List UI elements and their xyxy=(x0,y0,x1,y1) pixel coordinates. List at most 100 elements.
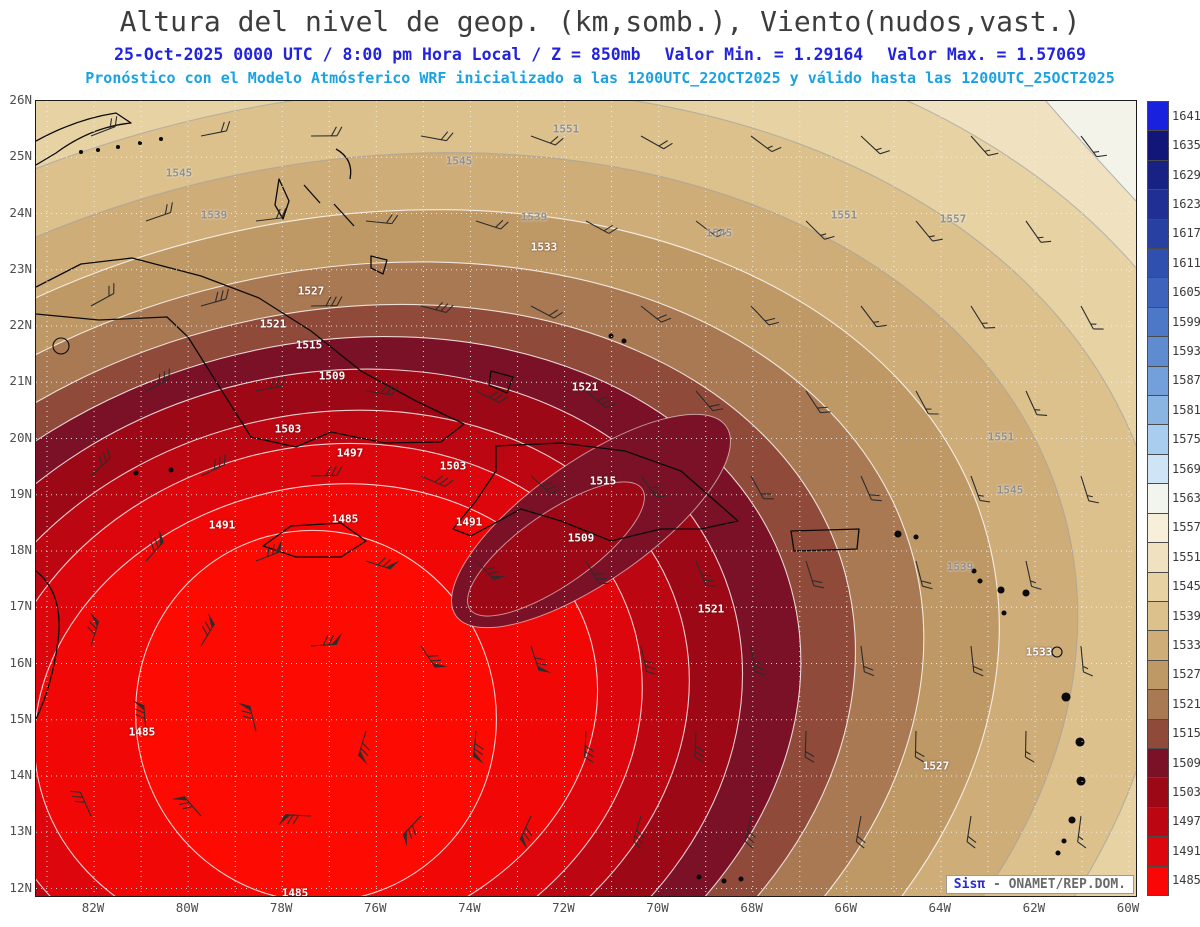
wind-barb xyxy=(1080,475,1099,504)
wind-barb xyxy=(1080,305,1104,330)
coastline-0 xyxy=(36,257,465,448)
wind-barb xyxy=(420,131,454,142)
colorbar-row: 1635 xyxy=(1147,130,1200,161)
coastline-7 xyxy=(333,203,355,227)
wind-barb xyxy=(358,730,370,765)
wind-barb xyxy=(310,126,343,137)
lon-tick-80W: 80W xyxy=(175,900,199,915)
wind-barb xyxy=(200,454,226,477)
colorbar-row: 1557 xyxy=(1147,512,1200,544)
wind-barb xyxy=(915,560,933,590)
colorbar-value: 1497 xyxy=(1172,814,1200,829)
lon-tick-66W: 66W xyxy=(834,900,857,915)
island-24 xyxy=(95,147,101,153)
lon-tick-78W: 78W xyxy=(269,900,293,915)
wind-barb xyxy=(475,219,509,230)
colorbar-row: 1641 xyxy=(1147,101,1200,132)
island-1 xyxy=(621,338,627,344)
lon-tick-60W: 60W xyxy=(1116,900,1140,915)
wind-barb xyxy=(744,815,756,849)
wind-barb xyxy=(365,384,399,396)
colorbar-row: 1545 xyxy=(1147,571,1200,602)
coastline-8 xyxy=(303,184,321,204)
wind-barb xyxy=(475,390,509,403)
colorbar-value: 1617 xyxy=(1172,226,1200,241)
trough-bulge-1 xyxy=(467,481,645,617)
lat-tick-14N: 14N xyxy=(9,767,32,782)
wind-barb xyxy=(530,475,561,494)
colorbar-swatch-1545 xyxy=(1147,571,1169,602)
colorbar-swatch-1563 xyxy=(1147,483,1169,514)
lat-tick-20N: 20N xyxy=(9,429,32,445)
colorbar-value: 1527 xyxy=(1172,667,1200,682)
wind-barb xyxy=(171,796,202,817)
lon-tick-64W: 64W xyxy=(928,900,952,915)
wind-barb xyxy=(970,305,996,329)
lon-tick-82W: 82W xyxy=(81,900,105,915)
wind-barb xyxy=(420,475,454,487)
wind-barb xyxy=(640,305,672,323)
colorbar-value: 1581 xyxy=(1172,402,1200,417)
wind-barb xyxy=(365,557,400,570)
colorbar-row: 1623 xyxy=(1147,189,1200,220)
coastline-2 xyxy=(452,442,739,542)
lat-tick-13N: 13N xyxy=(9,823,32,839)
colorbar-row: 1563 xyxy=(1147,483,1200,514)
colorbar-swatch-1587 xyxy=(1147,365,1169,397)
colorbar-value: 1605 xyxy=(1172,285,1200,300)
lat-tick-15N: 15N xyxy=(9,710,32,726)
colorbar-value: 1641 xyxy=(1172,108,1200,123)
wind-barb xyxy=(200,612,215,647)
colorbar-swatch-1599 xyxy=(1147,306,1169,338)
colorbar-row: 1503 xyxy=(1147,777,1200,808)
wind-barb xyxy=(90,116,118,137)
colorbar-swatch-1557 xyxy=(1147,512,1169,544)
lon-tick-62W: 62W xyxy=(1022,900,1046,915)
island-8 xyxy=(997,586,1005,594)
wind-barb xyxy=(90,448,111,477)
wind-barb xyxy=(90,283,115,307)
wind-barb xyxy=(583,730,595,763)
colorbar-swatch-1575 xyxy=(1147,424,1169,455)
island-7 xyxy=(977,578,983,584)
wind-barb xyxy=(473,730,484,764)
colorbar-value: 1485 xyxy=(1172,873,1200,888)
colorbar-swatch-1605 xyxy=(1147,277,1169,308)
colorbar-row: 1575 xyxy=(1147,424,1200,455)
wind-barb xyxy=(585,220,618,234)
wind-barb xyxy=(915,220,943,242)
colorbar-value: 1521 xyxy=(1172,696,1200,711)
colorbar-swatch-1503 xyxy=(1147,777,1169,808)
wind-barb xyxy=(255,376,286,392)
colorbar-swatch-1539 xyxy=(1147,600,1169,632)
wind-barb xyxy=(1080,645,1093,677)
colorbar-value: 1635 xyxy=(1172,138,1200,153)
colorbar-swatch-1581 xyxy=(1147,395,1169,426)
colorbar-value: 1575 xyxy=(1172,432,1200,447)
lat-tick-23N: 23N xyxy=(9,260,32,276)
island-20 xyxy=(721,878,727,884)
attribution-box: Sisπ - ONAMET/REP.DOM. xyxy=(945,875,1134,894)
wind-barb xyxy=(695,220,727,238)
colorbar-row: 1587 xyxy=(1147,365,1200,397)
wind-barb xyxy=(1080,135,1107,158)
colorbar-row: 1629 xyxy=(1147,159,1200,191)
colorbar-swatch-1491 xyxy=(1147,836,1169,867)
model-info-line: Pronóstico con el Modelo Atmósferico WRF… xyxy=(85,69,1115,87)
colorbar-value: 1629 xyxy=(1172,167,1200,182)
lon-tick-70W: 70W xyxy=(646,900,669,915)
lon-tick-72W: 72W xyxy=(552,900,575,915)
lon-tick-76W: 76W xyxy=(363,900,387,915)
coastline-3 xyxy=(790,528,860,552)
onamet-credit: - ONAMET/REP.DOM. xyxy=(992,877,1126,892)
sispi-brand: Sisπ xyxy=(953,877,986,892)
wind-barb xyxy=(966,815,977,849)
wind-barb xyxy=(530,305,563,319)
lon-tick-74W: 74W xyxy=(458,900,481,915)
colorbar-row: 1593 xyxy=(1147,336,1200,367)
colorbar-value: 1503 xyxy=(1172,785,1200,800)
wind-barb xyxy=(914,730,925,763)
colorbar-swatch-1497 xyxy=(1147,806,1169,838)
valid-datetime-level: 25-Oct-2025 0000 UTC / 8:00 pm Hora Loca… xyxy=(114,45,641,64)
colorbar-value: 1611 xyxy=(1172,255,1200,270)
